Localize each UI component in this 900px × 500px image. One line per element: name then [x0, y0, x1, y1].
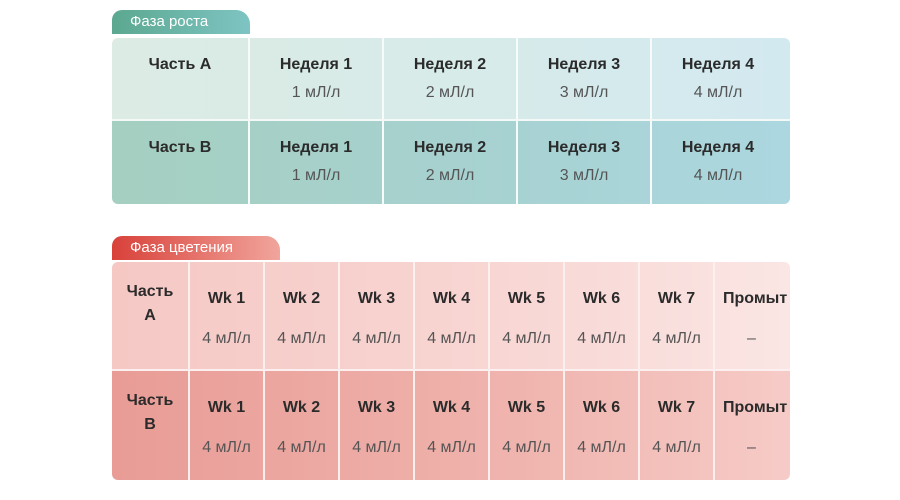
- week-label: Wk 7: [657, 399, 696, 416]
- dose-value: 4 мЛ/л: [277, 330, 326, 347]
- week-label: Wk 7: [657, 290, 696, 307]
- dose-value: 4 мЛ/л: [202, 439, 251, 456]
- week-label: Wk 4: [432, 290, 471, 307]
- week-cell: Wk 5 4 мЛ/л: [488, 371, 563, 480]
- week-label: Wk 2: [282, 399, 321, 416]
- growth-phase-section: Фаза роста Часть A Неделя 1 1 мЛ/л Недел…: [112, 10, 790, 204]
- week-cell: Wk 1 4 мЛ/л: [188, 262, 263, 371]
- dose-value: 4 мЛ/л: [693, 84, 743, 101]
- week-cell: Неделя 3 3 мЛ/л: [516, 38, 650, 121]
- part-label: Часть A: [148, 56, 212, 73]
- dose-value: 4 мЛ/л: [277, 439, 326, 456]
- week-cell: Wk 2 4 мЛ/л: [263, 371, 338, 480]
- part-label-cell: Часть B: [112, 371, 188, 480]
- table-row: Часть B Wk 1 4 мЛ/л Wk 2 4 мЛ/л Wk 3 4 м…: [112, 371, 790, 480]
- week-cell: Wk 1 4 мЛ/л: [188, 371, 263, 480]
- dose-value: 4 мЛ/л: [427, 439, 476, 456]
- week-label: Неделя 4: [681, 139, 755, 156]
- dose-value: 4 мЛ/л: [352, 330, 401, 347]
- bloom-phase-table: Часть A Wk 1 4 мЛ/л Wk 2 4 мЛ/л Wk 3 4 м…: [112, 262, 790, 480]
- week-label: Неделя 3: [547, 56, 621, 73]
- week-label: Wk 5: [507, 290, 546, 307]
- dose-value: 4 мЛ/л: [202, 330, 251, 347]
- growth-phase-tab: Фаза роста: [112, 10, 250, 34]
- week-label: Wk 4: [432, 399, 471, 416]
- week-label: Wk 6: [582, 399, 621, 416]
- dose-value: 4 мЛ/л: [352, 439, 401, 456]
- week-cell: Wk 4 4 мЛ/л: [413, 262, 488, 371]
- part-label-cell: Часть B: [112, 121, 248, 204]
- table-row: Часть A Wk 1 4 мЛ/л Wk 2 4 мЛ/л Wk 3 4 м…: [112, 262, 790, 371]
- week-cell: Wk 3 4 мЛ/л: [338, 371, 413, 480]
- growth-phase-table: Часть A Неделя 1 1 мЛ/л Неделя 2 2 мЛ/л …: [112, 38, 790, 204]
- week-cell: Wk 3 4 мЛ/л: [338, 262, 413, 371]
- week-label: Wk 5: [507, 399, 546, 416]
- week-cell: Wk 7 4 мЛ/л: [638, 371, 713, 480]
- week-label: Неделя 4: [681, 56, 755, 73]
- week-label: Неделя 2: [413, 56, 487, 73]
- dose-value: 4 мЛ/л: [652, 439, 701, 456]
- week-cell: Wk 7 4 мЛ/л: [638, 262, 713, 371]
- dose-value: 4 мЛ/л: [577, 330, 626, 347]
- dose-value: 3 мЛ/л: [559, 167, 609, 184]
- flush-cell: Промыт –: [713, 371, 790, 480]
- part-label-cell: Часть A: [112, 38, 248, 121]
- dose-value: 4 мЛ/л: [652, 330, 701, 347]
- dose-value: 2 мЛ/л: [425, 167, 475, 184]
- week-label: Wk 6: [582, 290, 621, 307]
- week-cell: Неделя 4 4 мЛ/л: [650, 38, 784, 121]
- week-label: Wk 3: [357, 399, 396, 416]
- week-cell: Неделя 1 1 мЛ/л: [248, 38, 382, 121]
- dose-value: 1 мЛ/л: [291, 167, 341, 184]
- week-cell: Неделя 1 1 мЛ/л: [248, 121, 382, 204]
- dose-value: 4 мЛ/л: [693, 167, 743, 184]
- dose-value: 4 мЛ/л: [502, 330, 551, 347]
- dose-value: 1 мЛ/л: [291, 84, 341, 101]
- week-label: Wk 2: [282, 290, 321, 307]
- dose-value: 4 мЛ/л: [427, 330, 476, 347]
- week-label: Wk 1: [207, 399, 246, 416]
- week-cell: Wk 6 4 мЛ/л: [563, 262, 638, 371]
- week-cell: Неделя 2 2 мЛ/л: [382, 38, 516, 121]
- bloom-phase-tab: Фаза цветения: [112, 236, 280, 260]
- part-label: Часть B: [126, 392, 174, 433]
- week-label: Неделя 1: [279, 139, 353, 156]
- week-cell: Wk 2 4 мЛ/л: [263, 262, 338, 371]
- part-label: Часть B: [148, 139, 212, 156]
- dose-value: 4 мЛ/л: [502, 439, 551, 456]
- week-cell: Неделя 2 2 мЛ/л: [382, 121, 516, 204]
- flush-label: Промыт: [723, 290, 788, 307]
- table-row: Часть B Неделя 1 1 мЛ/л Неделя 2 2 мЛ/л …: [112, 121, 790, 204]
- week-label: Wk 3: [357, 290, 396, 307]
- week-label: Неделя 2: [413, 139, 487, 156]
- week-label: Неделя 3: [547, 139, 621, 156]
- flush-dose-value: –: [747, 439, 756, 456]
- week-label: Wk 1: [207, 290, 246, 307]
- week-cell: Неделя 4 4 мЛ/л: [650, 121, 784, 204]
- week-label: Неделя 1: [279, 56, 353, 73]
- week-cell: Wk 4 4 мЛ/л: [413, 371, 488, 480]
- table-row: Часть A Неделя 1 1 мЛ/л Неделя 2 2 мЛ/л …: [112, 38, 790, 121]
- bloom-phase-section: Фаза цветения Часть A Wk 1 4 мЛ/л Wk 2 4…: [112, 236, 790, 480]
- dose-value: 3 мЛ/л: [559, 84, 609, 101]
- flush-dose-value: –: [747, 330, 756, 347]
- week-cell: Wk 5 4 мЛ/л: [488, 262, 563, 371]
- dose-value: 2 мЛ/л: [425, 84, 475, 101]
- week-cell: Неделя 3 3 мЛ/л: [516, 121, 650, 204]
- flush-label: Промыт: [723, 399, 788, 416]
- part-label: Часть A: [126, 283, 174, 324]
- week-cell: Wk 6 4 мЛ/л: [563, 371, 638, 480]
- dose-value: 4 мЛ/л: [577, 439, 626, 456]
- part-label-cell: Часть A: [112, 262, 188, 371]
- flush-cell: Промыт –: [713, 262, 790, 371]
